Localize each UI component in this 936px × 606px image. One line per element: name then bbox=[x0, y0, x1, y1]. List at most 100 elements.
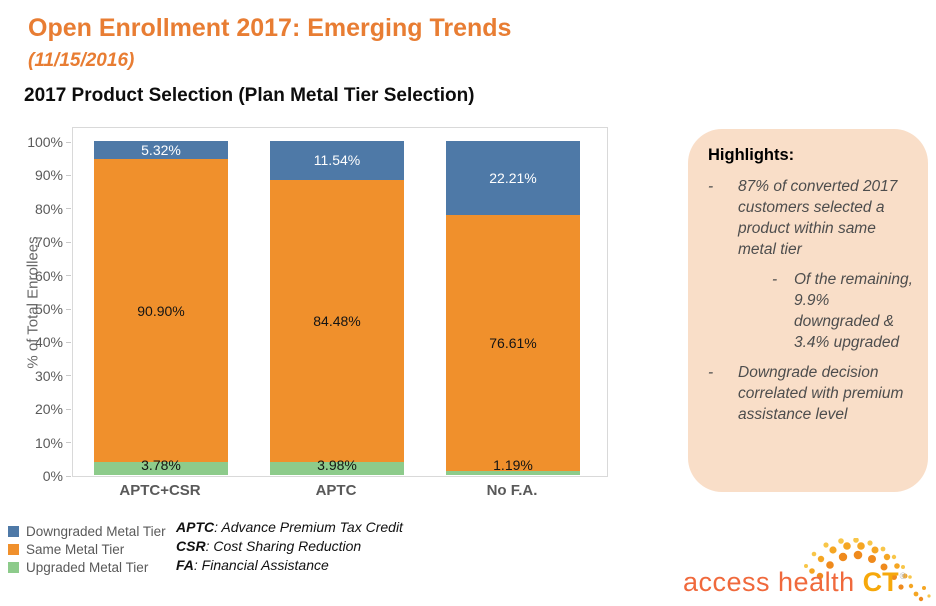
bar-segment bbox=[270, 461, 404, 475]
segment-value-label: 11.54% bbox=[313, 152, 361, 169]
tick-label: 80% bbox=[34, 200, 63, 217]
segment-value-label: 1.19% bbox=[493, 457, 533, 473]
sunburst-dot bbox=[823, 542, 829, 548]
logo-access-health-ct: access health CT ® bbox=[683, 567, 907, 598]
tick-mark bbox=[66, 408, 71, 410]
bar-segment: 90.90% bbox=[94, 158, 228, 463]
tick-mark bbox=[66, 208, 71, 210]
tick-mark bbox=[66, 375, 71, 377]
footnote-definition: : Cost Sharing Reduction bbox=[205, 538, 362, 554]
sunburst-dot bbox=[838, 538, 844, 544]
sunburst-dot bbox=[880, 563, 888, 571]
tick-mark bbox=[66, 141, 71, 143]
sunburst-dot bbox=[817, 555, 825, 563]
sunburst-dot bbox=[918, 596, 924, 602]
bar-segment: 11.54% bbox=[270, 141, 404, 180]
legend-label: Same Metal Tier bbox=[26, 541, 125, 557]
sunburst-dot bbox=[898, 584, 904, 590]
highlights-heading: Highlights: bbox=[708, 146, 795, 164]
tick-label: 100% bbox=[27, 134, 63, 150]
sunburst-dot bbox=[804, 564, 808, 568]
tick-mark bbox=[66, 442, 71, 444]
segment-value-label: 3.98% bbox=[317, 457, 357, 473]
sunburst-dot bbox=[853, 550, 863, 560]
tick-mark bbox=[66, 174, 71, 176]
tick-label: 10% bbox=[34, 434, 63, 451]
highlight-item: - Downgrade decision correlated with prem… bbox=[708, 362, 914, 425]
sunburst-dot bbox=[927, 594, 931, 598]
tick: 70% bbox=[35, 234, 71, 250]
sunburst-dot bbox=[880, 546, 886, 552]
tick: 100% bbox=[27, 134, 71, 150]
slide-title: Open Enrollment 2017: Emerging Trends bbox=[28, 14, 512, 42]
sunburst-dot bbox=[908, 583, 914, 589]
tick: 60% bbox=[35, 268, 71, 284]
segment-value-label: 5.32% bbox=[141, 141, 181, 158]
legend-label: Upgraded Metal Tier bbox=[26, 559, 149, 575]
legend-item: Same Metal Tier bbox=[8, 540, 166, 558]
sunburst-dot bbox=[826, 561, 834, 569]
sunburst-dot bbox=[871, 546, 879, 554]
sunburst-dot bbox=[908, 575, 912, 579]
footnote-term: CSR bbox=[176, 538, 206, 554]
logo-text-primary: access health bbox=[683, 567, 855, 597]
sunburst-dot bbox=[843, 542, 851, 550]
tick: 80% bbox=[35, 201, 71, 217]
bullet-dash: - bbox=[708, 364, 714, 381]
sunburst-dot bbox=[891, 574, 897, 580]
trademark-icon: ® bbox=[899, 571, 907, 581]
tick: 90% bbox=[35, 167, 71, 183]
tick-label: 60% bbox=[34, 267, 63, 284]
segment-value-label: 90.90% bbox=[137, 302, 185, 319]
sunburst-dot bbox=[829, 546, 837, 554]
footnotes: APTC: Advance Premium Tax Credit CSR: Cos… bbox=[176, 518, 403, 575]
footnote-term: FA bbox=[176, 557, 194, 573]
footnote-line: CSR: Cost Sharing Reduction bbox=[176, 537, 403, 556]
legend-swatch bbox=[8, 543, 19, 555]
bar-segment bbox=[94, 462, 228, 475]
sunburst-dot bbox=[867, 540, 873, 546]
legend-swatch bbox=[8, 561, 19, 573]
slide-date-subtitle: (11/15/2016) bbox=[28, 50, 135, 71]
sunburst-dot bbox=[902, 573, 908, 579]
tick-mark bbox=[66, 275, 71, 277]
logo-text-accent: CT bbox=[862, 567, 899, 597]
tick-mark bbox=[66, 341, 71, 343]
category-label: No F.A. bbox=[486, 482, 538, 499]
sunburst-dot bbox=[891, 554, 897, 560]
sunburst-dot bbox=[868, 555, 876, 563]
tick-label: 20% bbox=[34, 401, 63, 418]
bar-segment: 76.61% bbox=[446, 215, 580, 472]
tick-label: 50% bbox=[34, 301, 63, 317]
highlight-item: - Of the remaining, 9.9% downgraded & 3.4… bbox=[772, 269, 914, 353]
sunburst-dot bbox=[811, 551, 817, 557]
sunburst-dot bbox=[883, 553, 891, 561]
tick-label: 90% bbox=[34, 167, 63, 184]
category-label: APTC+CSR bbox=[119, 482, 201, 499]
highlight-text: Of the remaining, 9.9% downgraded & 3.4%… bbox=[794, 271, 913, 351]
bar-segment: 5.32% bbox=[94, 141, 228, 159]
segment-value-label: 22.21% bbox=[489, 170, 537, 187]
highlight-text: 87% of converted 2017 customers selected… bbox=[738, 178, 898, 258]
legend: Downgraded Metal Tier Same Metal Tier Upgr… bbox=[8, 522, 166, 576]
sunburst-icon bbox=[804, 538, 931, 602]
segment-value-label: 84.48% bbox=[313, 312, 361, 329]
legend-swatch bbox=[8, 525, 19, 537]
legend-label: Downgraded Metal Tier bbox=[26, 523, 166, 539]
sunburst-dot bbox=[816, 572, 824, 580]
bar-segment: 84.48% bbox=[270, 179, 404, 462]
tick-mark bbox=[66, 241, 71, 243]
bar: 22.21% 76.61% 1.19% bbox=[446, 141, 580, 475]
segment-value-label: 76.61% bbox=[489, 335, 537, 352]
y-axis: 100% 90% 80% 70% 60% 50% 40% 30% 20% 10% 0% bbox=[0, 127, 71, 484]
footnote-definition: : Financial Assistance bbox=[193, 557, 329, 573]
bar-segment bbox=[446, 471, 580, 475]
legend-item: Upgraded Metal Tier bbox=[8, 558, 166, 576]
footnote-line: APTC: Advance Premium Tax Credit bbox=[176, 518, 403, 537]
tick: 50% bbox=[35, 301, 71, 317]
bar: 5.32% 90.90% 3.78% bbox=[94, 141, 228, 475]
tick-mark bbox=[66, 308, 71, 310]
bar-segment: 22.21% bbox=[446, 141, 580, 216]
footnote-line: FA: Financial Assistance bbox=[176, 556, 403, 575]
